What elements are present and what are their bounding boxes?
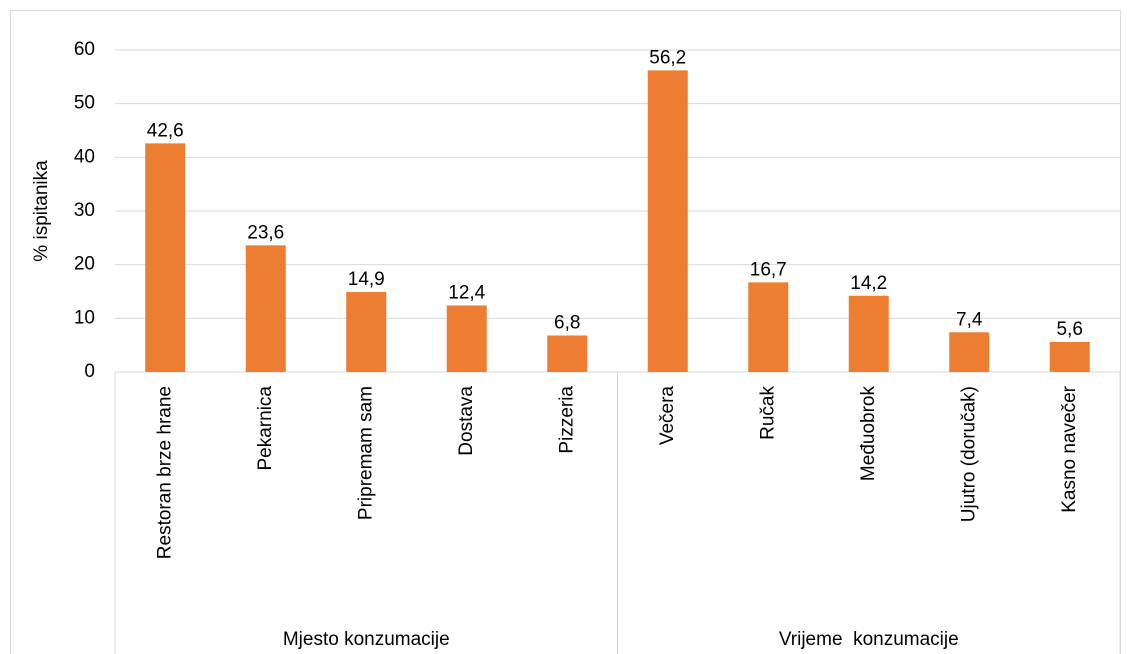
y-tick-label: 60 — [74, 39, 95, 60]
x-tick-label: Pripremam sam — [355, 386, 376, 520]
x-tick-label: Ujutro (doručak) — [958, 386, 979, 522]
y-tick-label: 50 — [74, 93, 95, 114]
bar — [446, 305, 487, 372]
value-label: 16,7 — [750, 259, 787, 280]
x-tick-label: Kasno navečer — [1059, 385, 1080, 512]
x-tick-label: Pizzeria — [556, 386, 577, 454]
bar — [949, 332, 990, 372]
y-axis-label: % ispitanika — [31, 160, 52, 262]
bar — [848, 295, 889, 372]
bar — [245, 245, 286, 372]
x-tick-label: Ručak — [757, 386, 778, 440]
group-label: Mjesto konzumacije — [283, 629, 450, 650]
chart-frame — [10, 10, 1121, 654]
y-tick-label: 20 — [74, 254, 95, 275]
value-label: 14,2 — [850, 273, 887, 294]
value-label: 42,6 — [147, 120, 184, 141]
x-tick-label: Restoran brze hrane — [154, 386, 175, 559]
y-tick-label: 10 — [74, 307, 95, 328]
bar — [647, 70, 688, 372]
value-label: 6,8 — [554, 313, 580, 334]
x-tick-label: Međuobrok — [858, 386, 879, 482]
value-label: 7,4 — [956, 309, 983, 330]
x-tick-label: Večera — [657, 386, 678, 446]
x-tick-label: Pekarnica — [255, 386, 276, 471]
y-tick-label: 40 — [74, 146, 95, 167]
bar — [145, 143, 186, 372]
y-tick-label: 0 — [84, 361, 95, 382]
y-tick-label: 30 — [74, 200, 95, 221]
bar — [346, 292, 387, 372]
group-label: Vrijeme konzumacije — [779, 629, 959, 650]
bar — [547, 335, 588, 372]
value-label: 56,2 — [649, 47, 686, 68]
value-label: 12,4 — [448, 282, 485, 303]
x-tick-label: Dostava — [456, 386, 477, 456]
bar — [748, 282, 789, 372]
value-label: 23,6 — [247, 222, 284, 243]
bar — [1049, 341, 1090, 372]
value-label: 5,6 — [1057, 319, 1083, 340]
value-label: 14,9 — [348, 269, 385, 290]
